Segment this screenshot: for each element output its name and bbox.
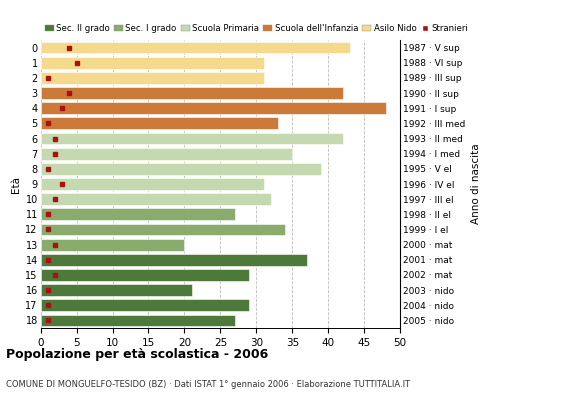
Bar: [41, 72, 263, 84]
Text: Popolazione per età scolastica - 2006: Popolazione per età scolastica - 2006: [6, 348, 268, 361]
Bar: [41, 314, 235, 326]
Bar: [41, 133, 343, 144]
Bar: [41, 239, 184, 250]
Text: COMUNE DI MONGUELFO-TESIDO (BZ) · Dati ISTAT 1° gennaio 2006 · Elaborazione TUTT: COMUNE DI MONGUELFO-TESIDO (BZ) · Dati I…: [6, 380, 410, 389]
Bar: [41, 118, 278, 129]
Bar: [41, 208, 235, 220]
Y-axis label: Anno di nascita: Anno di nascita: [471, 144, 481, 224]
Bar: [41, 42, 350, 54]
Y-axis label: Età: Età: [11, 176, 21, 192]
Bar: [41, 224, 285, 235]
Bar: [41, 254, 307, 266]
Bar: [41, 57, 263, 69]
Legend: Sec. II grado, Sec. I grado, Scuola Primaria, Scuola dell'Infanzia, Asilo Nido, : Sec. II grado, Sec. I grado, Scuola Prim…: [45, 24, 469, 33]
Bar: [41, 178, 263, 190]
Bar: [41, 148, 292, 160]
Bar: [41, 163, 321, 175]
Bar: [41, 299, 249, 311]
Bar: [41, 284, 191, 296]
Bar: [41, 193, 271, 205]
Bar: [41, 87, 343, 99]
Bar: [41, 102, 386, 114]
Bar: [41, 269, 249, 281]
